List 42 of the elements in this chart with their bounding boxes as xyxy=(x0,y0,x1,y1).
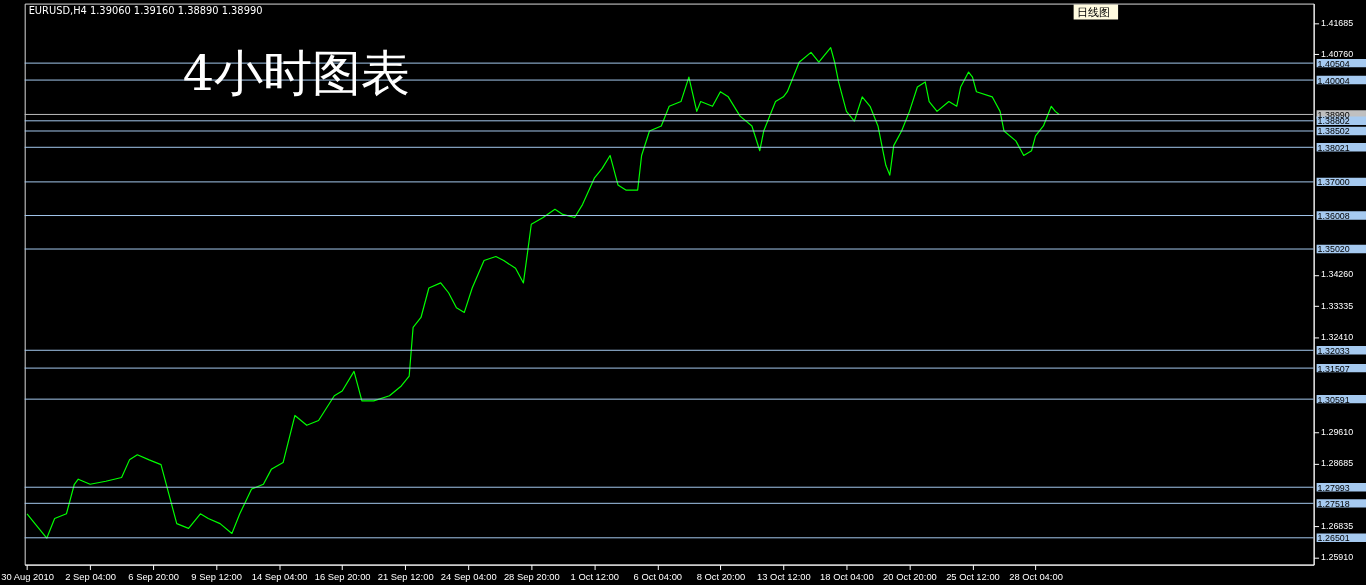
y-tick-label: 1.29610 xyxy=(1321,426,1354,437)
x-tick-label: 24 Sep 04:00 xyxy=(440,571,497,582)
ref-line-label: 1.38021 xyxy=(1317,142,1350,153)
x-tick-label: 2 Sep 04:00 xyxy=(65,571,116,582)
x-tick-label: 8 Oct 20:00 xyxy=(696,571,746,582)
x-tick-label: 6 Oct 04:00 xyxy=(633,571,683,582)
x-tick-label: 9 Sep 12:00 xyxy=(191,571,242,582)
x-tick-label: 28 Sep 20:00 xyxy=(503,571,560,582)
x-tick-label: 18 Oct 04:00 xyxy=(820,571,874,582)
x-tick-label: 20 Oct 20:00 xyxy=(883,571,937,582)
ref-line-label: 1.32033 xyxy=(1317,345,1350,356)
x-tick-label: 16 Sep 20:00 xyxy=(314,571,371,582)
chart-title: EURUSD,H4 1.39060 1.39160 1.38890 1.38990 xyxy=(28,5,263,17)
ref-line-label: 1.30591 xyxy=(1317,394,1350,405)
x-tick-label: 14 Sep 04:00 xyxy=(251,571,308,582)
x-tick-label: 28 Oct 04:00 xyxy=(1009,571,1063,582)
annotation: 日线图 xyxy=(1076,6,1110,20)
x-tick-label: 13 Oct 12:00 xyxy=(757,571,811,582)
ref-line-label: 1.26501 xyxy=(1317,533,1350,544)
ref-line-label: 1.27993 xyxy=(1317,482,1350,493)
ref-line-label: 1.36008 xyxy=(1317,210,1350,221)
y-tick-label: 1.33335 xyxy=(1321,300,1354,311)
x-tick-label: 1 Oct 12:00 xyxy=(570,571,620,582)
ref-line-label: 1.40504 xyxy=(1317,58,1350,69)
y-tick-label: 1.26835 xyxy=(1321,520,1354,531)
y-tick-label: 1.41685 xyxy=(1321,17,1354,28)
y-tick-label: 1.25910 xyxy=(1321,552,1354,563)
line-series xyxy=(26,47,1060,539)
y-tick-label: 1.34260 xyxy=(1321,269,1354,280)
ref-line-label: 1.38502 xyxy=(1317,126,1350,137)
ref-line-label: 1.37000 xyxy=(1317,177,1350,188)
ref-line-label: 1.27518 xyxy=(1317,498,1350,509)
x-tick-label: 21 Sep 12:00 xyxy=(377,571,434,582)
x-tick-label: 30 Aug 2010 xyxy=(1,571,54,582)
ref-line-label: 1.40004 xyxy=(1317,75,1350,86)
y-tick-label: 1.40760 xyxy=(1321,48,1354,59)
ref-line-label: 1.31507 xyxy=(1317,363,1350,374)
x-tick-label: 6 Sep 20:00 xyxy=(128,571,179,582)
ref-line-label: 1.35020 xyxy=(1317,244,1350,255)
y-tick-label: 1.28685 xyxy=(1321,458,1354,469)
y-tick-label: 1.32410 xyxy=(1321,331,1354,342)
x-tick-label: 25 Oct 12:00 xyxy=(946,571,1000,582)
